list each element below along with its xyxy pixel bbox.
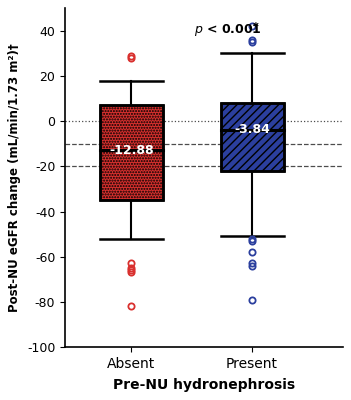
Text: -3.84: -3.84: [234, 123, 270, 136]
Text: *: *: [253, 22, 259, 32]
Bar: [221, 103, 284, 171]
X-axis label: Pre-NU hydronephrosis: Pre-NU hydronephrosis: [113, 378, 295, 392]
Bar: [100, 106, 163, 200]
Text: $\it{p}$ < 0.001: $\it{p}$ < 0.001: [194, 22, 262, 38]
Y-axis label: Post-NU eGFR change (mL/min/1.73 m²)†: Post-NU eGFR change (mL/min/1.73 m²)†: [8, 43, 21, 312]
Text: -12.88: -12.88: [109, 144, 154, 157]
Bar: [221, 103, 284, 171]
Bar: [100, 106, 163, 200]
Bar: [100, 106, 163, 200]
Bar: [221, 103, 284, 171]
